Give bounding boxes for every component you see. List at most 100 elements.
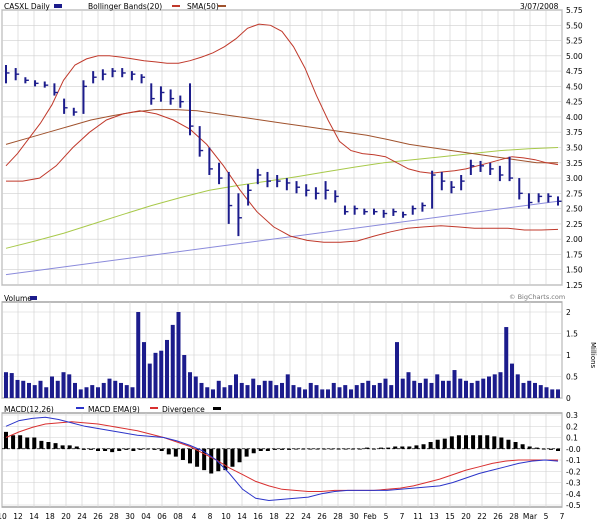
- divergence-bar: [195, 448, 200, 467]
- x-tick-label: 22: [477, 512, 487, 521]
- divergence-bar: [81, 448, 86, 450]
- price-tick-label: 3.25: [566, 159, 583, 168]
- divergence-bar: [485, 435, 490, 449]
- volume-bar: [193, 376, 198, 398]
- volume-bar: [366, 380, 371, 398]
- volume-bar: [487, 376, 491, 398]
- divergence-bar: [294, 448, 299, 450]
- volume-bar: [113, 380, 118, 398]
- divergence-bar: [103, 448, 108, 451]
- x-tick-label: 12: [13, 512, 23, 521]
- volume-bar: [291, 385, 296, 398]
- divergence-histogram: [4, 431, 560, 474]
- divergence-bar: [124, 448, 129, 450]
- x-tick-label: 26: [93, 512, 103, 521]
- x-tick-label: 10: [221, 512, 231, 521]
- divergence-bar: [223, 448, 228, 471]
- volume-tick-label: 0: [566, 394, 571, 403]
- price-tick-label: 1.50: [566, 266, 583, 275]
- macd-line: [5, 416, 559, 502]
- volume-bar: [4, 372, 8, 398]
- chart-date: 3/07/2008: [520, 2, 559, 11]
- long-sma-line: [5, 147, 559, 249]
- divergence-bar: [258, 448, 263, 451]
- divergence-bar: [272, 448, 277, 450]
- volume-bar: [96, 387, 100, 398]
- volume-bar: [165, 339, 169, 398]
- volume-bar: [170, 324, 175, 398]
- x-tick-label: 28: [333, 512, 343, 521]
- volume-bar: [441, 380, 445, 398]
- divergence-bar: [513, 442, 518, 449]
- divergence-bar: [209, 448, 214, 474]
- x-tick-label: 06: [157, 512, 167, 521]
- volume-bar: [464, 380, 468, 398]
- divergence-bar: [173, 448, 178, 457]
- volume-bar: [67, 374, 72, 398]
- divergence-bar: [32, 437, 37, 449]
- divergence-bar: [364, 447, 369, 449]
- divergence-bar: [4, 431, 8, 449]
- divergence-bar: [60, 445, 65, 449]
- divergence-bar: [88, 448, 93, 450]
- x-tick-label: 16: [253, 512, 263, 521]
- x-tick-label: 15: [445, 512, 455, 521]
- volume-y-axis: 0 0.5 1 1.5 2: [566, 308, 578, 403]
- divergence-bar: [393, 446, 398, 449]
- ema-legend-swatch: [150, 407, 158, 409]
- volume-bar: [400, 378, 405, 398]
- x-tick-label: 5: [384, 512, 389, 521]
- macd-legend-label: MACD(12,26): [4, 405, 54, 414]
- x-tick-label: 26: [493, 512, 503, 521]
- price-tick-label: 2.00: [566, 235, 583, 244]
- divergence-bar: [386, 447, 391, 449]
- x-tick-label: 26: [317, 512, 327, 521]
- volume-bar: [176, 312, 181, 398]
- x-tick-label: Feb: [363, 512, 377, 521]
- x-tick-label: 08: [173, 512, 183, 521]
- volume-bar: [199, 382, 204, 398]
- volume-bar: [32, 385, 37, 398]
- divergence-bar: [74, 446, 79, 449]
- volume-bar: [538, 385, 543, 398]
- volume-bar: [446, 380, 451, 398]
- volume-bar: [406, 372, 411, 398]
- volume-bar: [188, 372, 192, 398]
- volume-bar: [429, 382, 434, 398]
- volume-bar: [228, 385, 233, 398]
- divergence-bar: [407, 446, 412, 449]
- price-panel: 1.25 1.50 1.75 2.00 2.25 2.50 2.75 3.00 3.25 3.50…: [1, 2, 583, 290]
- bollinger-upper-line: [5, 23, 559, 174]
- volume-bar: [435, 374, 440, 398]
- volume-bar: [15, 379, 20, 398]
- divergence-bar: [520, 444, 525, 449]
- divergence-bar: [18, 435, 23, 449]
- macd-tick-label: 0.3: [566, 411, 578, 420]
- price-tick-label: 4.50: [566, 82, 583, 91]
- volume-bar: [372, 385, 376, 398]
- divergence-bar: [25, 437, 30, 449]
- x-tick-label: 24: [301, 512, 311, 521]
- divergence-bar: [499, 437, 504, 449]
- price-y-axis: 1.25 1.50 1.75 2.00 2.25 2.50 2.75 3.00 3.25 3.50…: [566, 6, 583, 290]
- volume-bar: [239, 382, 244, 398]
- price-bars: [5, 65, 562, 237]
- volume-watermark: © BigCharts.com: [509, 293, 565, 301]
- volume-bar: [142, 342, 146, 398]
- volume-bar: [527, 380, 532, 398]
- volume-bar: [320, 389, 325, 398]
- volume-bar: [308, 382, 313, 398]
- volume-bar: [61, 372, 66, 398]
- volume-panel: 0 0.5 1 1.5 2 Volume © BigCharts.com Million…: [1, 293, 597, 403]
- x-tick-label: 20: [461, 512, 471, 521]
- volume-bar: [498, 372, 503, 398]
- divergence-bar: [456, 435, 461, 449]
- divergence-bar: [372, 448, 376, 450]
- volume-bar: [521, 382, 526, 398]
- trendline-layer: [5, 200, 559, 276]
- bollinger-legend-swatch: [172, 5, 180, 7]
- volume-bar: [9, 373, 14, 398]
- volume-bar: [550, 389, 555, 398]
- price-tick-label: 3.75: [566, 128, 583, 137]
- divergence-bar: [39, 440, 44, 449]
